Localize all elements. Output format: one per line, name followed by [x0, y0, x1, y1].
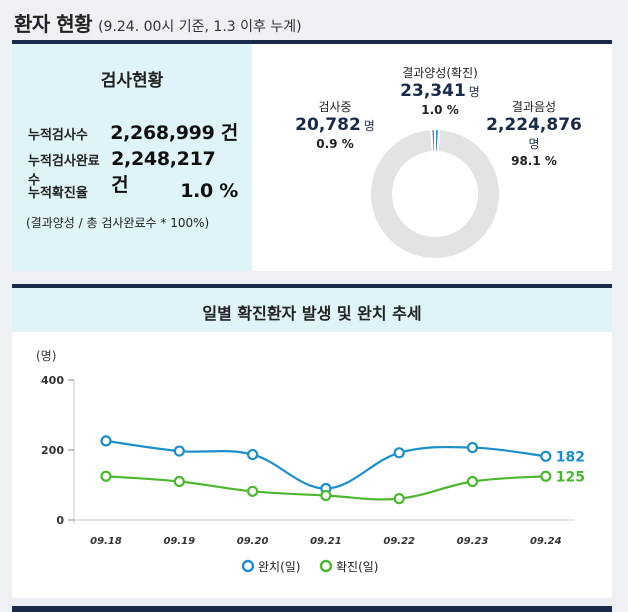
- segment-name: 검사중: [318, 100, 352, 114]
- page-subtitle: (9.24. 00시 기준, 1.3 이후 누계): [98, 19, 302, 35]
- segment-name: 결과양성(확진): [402, 66, 478, 80]
- y-axis-label: (명): [36, 349, 56, 363]
- page-header: 환자 현황 (9.24. 00시 기준, 1.3 이후 누계): [14, 8, 302, 38]
- segment-count: 20,782: [295, 115, 361, 135]
- x-tick-label: 09.22: [383, 536, 415, 547]
- y-tick-label: 0: [56, 514, 64, 527]
- legend-label-recovered: 완치(일): [258, 560, 300, 574]
- stat-label: 누적확진율: [28, 186, 88, 201]
- chart-title: 일별 확진환자 발생 및 완치 추세: [202, 304, 422, 323]
- segment-pct: 1.0 %: [421, 103, 459, 117]
- segment-pct: 0.9 %: [316, 137, 354, 151]
- x-tick-label: 09.24: [530, 536, 562, 547]
- segment-unit: 명: [468, 85, 480, 99]
- donut-slice-negative: [369, 128, 501, 260]
- data-point-recovered: [466, 441, 479, 454]
- header-divider: [12, 40, 612, 44]
- legend-marker-confirmed: [319, 559, 333, 573]
- y-tick-label: 200: [41, 444, 64, 457]
- donut-panel: 결과양성(확진) 23,341 명 1.0 % 검사중 20,782 명 0.9 %…: [252, 44, 612, 271]
- stat-row-completed-tests: 누적검사완료수 2,248,217 건: [28, 148, 238, 196]
- x-tick-label: 09.23: [457, 536, 489, 547]
- footer-divider: [12, 606, 612, 612]
- segment-unit: 명: [363, 119, 375, 133]
- test-status-title: 검사현황: [100, 71, 164, 91]
- x-tick-label: 09.18: [90, 536, 122, 547]
- stat-value: 2,268,999 건: [110, 122, 238, 144]
- stat-value: 1.0 %: [180, 180, 238, 202]
- y-tick-label: 400: [41, 374, 64, 387]
- stat-label: 누적검사수: [28, 128, 88, 143]
- stat-value: 2,248,217 건: [111, 148, 216, 196]
- positive-rate-note: (결과양성 / 총 검사완료수 * 100%): [26, 216, 210, 230]
- x-tick-label: 09.21: [310, 536, 342, 547]
- stat-row-positive-rate: 누적확진율 1.0 %: [28, 180, 238, 204]
- donut-label-pending: 검사중 20,782 명 0.9 %: [290, 98, 380, 151]
- end-value-label-confirmed: 125: [556, 469, 585, 485]
- page-title: 환자 현황: [14, 12, 93, 36]
- data-point-recovered: [393, 447, 405, 459]
- legend-label-confirmed: 확진(일): [336, 560, 378, 574]
- section-divider: [12, 284, 612, 288]
- chart-title-band: 일별 확진환자 발생 및 완치 추세: [12, 288, 612, 332]
- data-point-recovered: [247, 448, 259, 461]
- data-point-confirmed: [173, 475, 185, 488]
- x-tick-label: 09.19: [163, 536, 195, 547]
- line-chart: (명) 0 200 400 09.18 09.19 09.20 09.21 09.22 09.23…: [36, 349, 585, 574]
- data-point-confirmed: [393, 493, 405, 505]
- trend-chart-panel: 일별 확진환자 발생 및 완치 추세 (명) 0 200 400 09.18 09.19 0…: [12, 288, 612, 598]
- data-point-recovered: [100, 435, 112, 447]
- donut-label-negative: 결과음성 2,224,876 명 98.1 %: [474, 98, 594, 168]
- segment-unit: 명: [528, 137, 540, 151]
- donut-chart: [369, 127, 501, 260]
- test-status-panel: 검사현황 누적검사수 2,268,999 건 누적검사완료수 2,248,217…: [12, 44, 252, 271]
- segment-pct: 98.1 %: [511, 154, 557, 168]
- data-point-confirmed: [540, 470, 552, 482]
- x-tick-label: 09.20: [237, 536, 269, 547]
- data-point-recovered: [540, 450, 552, 462]
- legend-marker-recovered: [241, 559, 255, 573]
- stat-row-total-tests: 누적검사수 2,268,999 건: [28, 118, 238, 144]
- stat-label: 누적검사완료수: [28, 154, 100, 188]
- segment-count: 23,341: [400, 81, 466, 101]
- donut-slice-pending: [430, 127, 436, 154]
- data-point-recovered: [173, 445, 185, 457]
- data-point-confirmed: [247, 485, 259, 497]
- data-point-confirmed: [100, 470, 112, 482]
- data-point-confirmed: [466, 475, 479, 488]
- segment-name: 결과음성: [511, 100, 557, 114]
- segment-count: 2,224,876: [486, 115, 582, 135]
- donut-label-positive: 결과양성(확진) 23,341 명 1.0 %: [370, 64, 510, 117]
- data-point-confirmed: [320, 489, 332, 502]
- end-value-label-recovered: 182: [556, 449, 585, 465]
